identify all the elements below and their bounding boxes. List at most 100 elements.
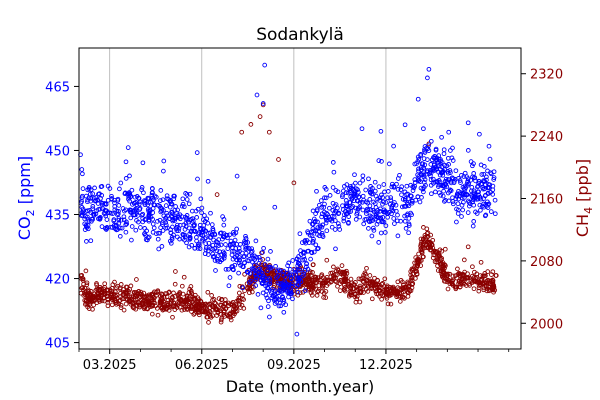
co2-point	[149, 186, 155, 191]
co2-point	[434, 178, 440, 184]
ch4-point	[434, 249, 440, 254]
ch4-point	[382, 292, 387, 298]
ch4-point	[84, 301, 90, 307]
ch4-point	[363, 271, 368, 277]
ch4-point	[382, 276, 388, 282]
ch4-point	[337, 288, 343, 293]
co2-point	[361, 197, 366, 203]
co2-point	[383, 200, 389, 205]
co2-point	[282, 282, 288, 288]
co2-point	[381, 199, 387, 205]
co2-point	[286, 260, 292, 266]
co2-point	[145, 202, 151, 208]
co2-point	[457, 193, 463, 199]
ch4-point	[221, 312, 227, 317]
ch4-point	[315, 275, 320, 280]
co2-point	[294, 284, 299, 289]
co2-point	[236, 257, 242, 263]
co2-point	[403, 226, 409, 231]
ch4-point	[138, 289, 144, 295]
ch4-point	[82, 292, 88, 297]
co2-point	[258, 305, 264, 311]
ch4-point	[395, 291, 400, 297]
ch4-point	[180, 291, 186, 297]
ch4-point	[331, 264, 336, 270]
co2-point	[289, 272, 294, 278]
co2-point	[152, 202, 158, 208]
co2-point	[382, 230, 388, 235]
left-y-axis: 405 420 435 450 465	[45, 80, 79, 352]
ch4-point	[260, 257, 266, 262]
co2-point	[218, 242, 224, 248]
co2-point	[459, 172, 464, 178]
co2-point	[470, 163, 475, 169]
co2-point	[467, 203, 472, 209]
ch4-point	[206, 320, 211, 325]
co2-point	[380, 195, 385, 200]
co2-point	[333, 202, 339, 207]
ch4-point	[205, 289, 211, 295]
ch4-point	[216, 296, 222, 301]
ch4-point	[307, 269, 313, 274]
co2-point	[367, 196, 373, 202]
co2-point	[298, 248, 303, 253]
co2-point	[202, 213, 207, 218]
co2-point	[142, 226, 148, 231]
co2-outlier-point	[254, 92, 260, 98]
co2-point	[183, 220, 189, 226]
co2-point	[295, 281, 301, 287]
ch4-point	[415, 259, 421, 265]
ch4-point	[213, 306, 219, 311]
co2-point	[409, 200, 415, 206]
co2-point	[346, 209, 352, 215]
co2-point	[490, 187, 496, 193]
right-y-axis-label: CH4 [ppb]	[573, 159, 595, 237]
ch4-point	[425, 230, 431, 236]
co2-point	[369, 191, 374, 197]
ch4-point	[400, 289, 406, 295]
ch4-point	[189, 290, 195, 296]
ch4-point	[321, 295, 326, 300]
ch4-point	[118, 302, 124, 308]
ch4-point	[458, 281, 463, 287]
ch4-point	[237, 299, 242, 304]
ch4-point	[241, 297, 246, 302]
co2-point	[189, 242, 195, 248]
co2-point	[236, 255, 242, 260]
co2-point	[395, 233, 401, 239]
ch4-point	[430, 255, 436, 261]
co2-point	[311, 249, 317, 255]
ch4-point	[379, 296, 384, 302]
ch4-point	[84, 280, 90, 286]
co2-point	[292, 267, 298, 273]
ch4-point	[385, 301, 391, 307]
ch4-point	[407, 288, 413, 294]
co2-point	[395, 176, 401, 181]
ch4-point	[441, 270, 446, 276]
ch4-point	[344, 271, 350, 276]
co2-point	[176, 226, 182, 231]
ch4-point	[83, 298, 89, 304]
ch4-point	[179, 283, 185, 289]
co2-point	[234, 241, 239, 247]
co2-point	[336, 223, 342, 229]
left-y-axis-label: CO2 [ppm]	[15, 156, 37, 240]
ch4-point	[449, 280, 454, 286]
co2-point	[111, 218, 117, 224]
co2-point	[431, 167, 437, 172]
ch4-point	[405, 294, 411, 299]
right-tick-label-2: 2160	[530, 193, 563, 208]
co2-point	[452, 178, 457, 184]
co2-point	[331, 169, 337, 175]
co2-point	[151, 197, 156, 203]
co2-point	[283, 274, 288, 280]
co2-point	[402, 196, 408, 202]
co2-point	[446, 198, 452, 204]
ch4-outlier-point	[276, 157, 281, 162]
co2-point	[146, 234, 152, 240]
co2-point	[217, 249, 222, 255]
co2-point	[115, 196, 121, 202]
co2-point	[406, 203, 412, 209]
co2-point	[438, 158, 443, 164]
co2-point	[477, 131, 482, 137]
